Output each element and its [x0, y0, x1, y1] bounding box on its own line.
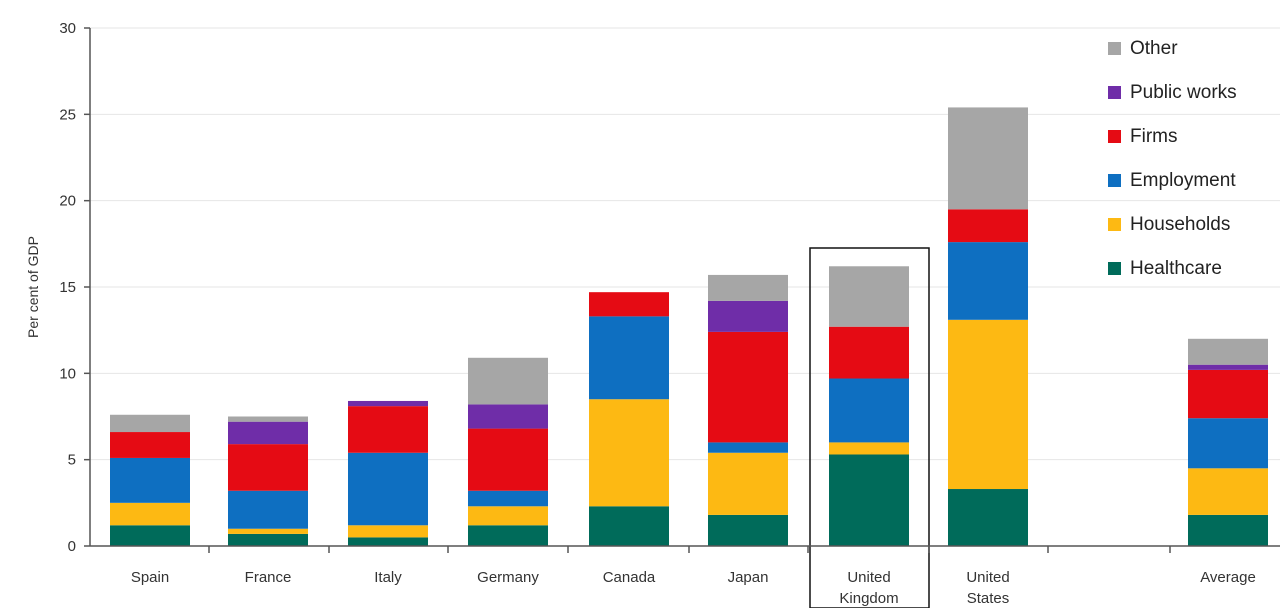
bar-segment [948, 107, 1028, 210]
x-category-label: Average [1200, 569, 1256, 586]
bar-segment [110, 457, 190, 503]
x-category-label: Japan [728, 569, 769, 586]
y-tick-label: 20 [59, 193, 76, 210]
bar-segment [468, 428, 548, 491]
legend-label: Firms [1130, 126, 1177, 147]
bar-segment [708, 514, 788, 546]
bar-segment [948, 242, 1028, 320]
bar-segment [110, 432, 190, 458]
bar-segment [948, 209, 1028, 243]
bar-segment [348, 406, 428, 453]
legend-swatch [1108, 262, 1121, 275]
legend-swatch [1108, 174, 1121, 187]
highlight-box [809, 247, 930, 608]
y-tick-label: 30 [59, 20, 76, 37]
legend-swatch [1108, 86, 1121, 99]
bar-segment [1188, 418, 1268, 469]
bar-segment [829, 442, 909, 455]
bar-segment [1188, 369, 1268, 419]
bar-segment [228, 416, 308, 422]
bar-segment [829, 378, 909, 443]
bar-segment [1188, 468, 1268, 515]
bar-segment [110, 502, 190, 526]
x-category-label: Germany [477, 569, 539, 586]
legend-label: Public works [1130, 82, 1237, 103]
bar-segment [708, 300, 788, 332]
bar-segment [110, 525, 190, 546]
x-category-label: France [245, 569, 292, 586]
y-tick-label: 5 [68, 452, 76, 469]
bar-segment [468, 490, 548, 507]
bar-segment [110, 414, 190, 433]
bar-segment [348, 452, 428, 526]
y-tick-label: 10 [59, 365, 76, 382]
bar-segment [228, 533, 308, 546]
bar-segment [348, 525, 428, 538]
bar-segment [948, 319, 1028, 490]
bar-segment [829, 266, 909, 327]
bar-segment [468, 525, 548, 546]
bar-segment [589, 292, 669, 317]
bar-segment [228, 444, 308, 491]
y-tick-label: 0 [68, 538, 76, 555]
legend-label: Households [1130, 214, 1230, 235]
bar-segment [708, 331, 788, 443]
legend-swatch [1108, 130, 1121, 143]
bar-segment [1188, 338, 1268, 365]
bar-segment [829, 454, 909, 546]
bar-segment [468, 357, 548, 405]
legend-label: Employment [1130, 170, 1236, 191]
bar-segment [228, 421, 308, 445]
bar-segment [1188, 514, 1268, 546]
y-tick-label: 25 [59, 106, 76, 123]
y-tick-labels: 0 5 10 15 20 25 30 [59, 20, 76, 555]
x-category-labels: Spain France Italy Germany Canada Japan United… [131, 569, 1256, 607]
gridlines [90, 27, 1280, 461]
bar-segment [589, 316, 669, 400]
bar-segment [468, 506, 548, 526]
legend-swatch [1108, 42, 1121, 55]
bar-segment [348, 400, 428, 407]
legend-label: Healthcare [1130, 258, 1222, 279]
x-category-label: United States [966, 569, 1009, 607]
bar-segment [228, 528, 308, 534]
bar-segment [589, 399, 669, 507]
bar-segment [708, 452, 788, 515]
x-category-label: Spain [131, 569, 169, 586]
legend-swatch [1108, 218, 1121, 231]
bar-segment [348, 537, 428, 546]
x-category-label: United Kingdom [839, 569, 898, 607]
bar-segment [829, 326, 909, 379]
legend: Other Public works Firms Employment Househol… [1108, 38, 1237, 279]
axes [84, 27, 1280, 553]
y-tick-label: 15 [59, 279, 76, 296]
bar-segment [228, 490, 308, 529]
bar-segment [948, 489, 1028, 546]
bar-segment [468, 404, 548, 429]
bar-segment [1188, 364, 1268, 370]
bars [110, 107, 1268, 608]
bar-segment [708, 274, 788, 301]
x-category-label: Canada [603, 569, 656, 586]
x-category-label: Italy [374, 569, 402, 586]
legend-label: Other [1130, 38, 1178, 59]
bar-segment [589, 506, 669, 546]
y-axis-label: Per cent of GDP [25, 236, 41, 338]
bar-segment [708, 442, 788, 453]
